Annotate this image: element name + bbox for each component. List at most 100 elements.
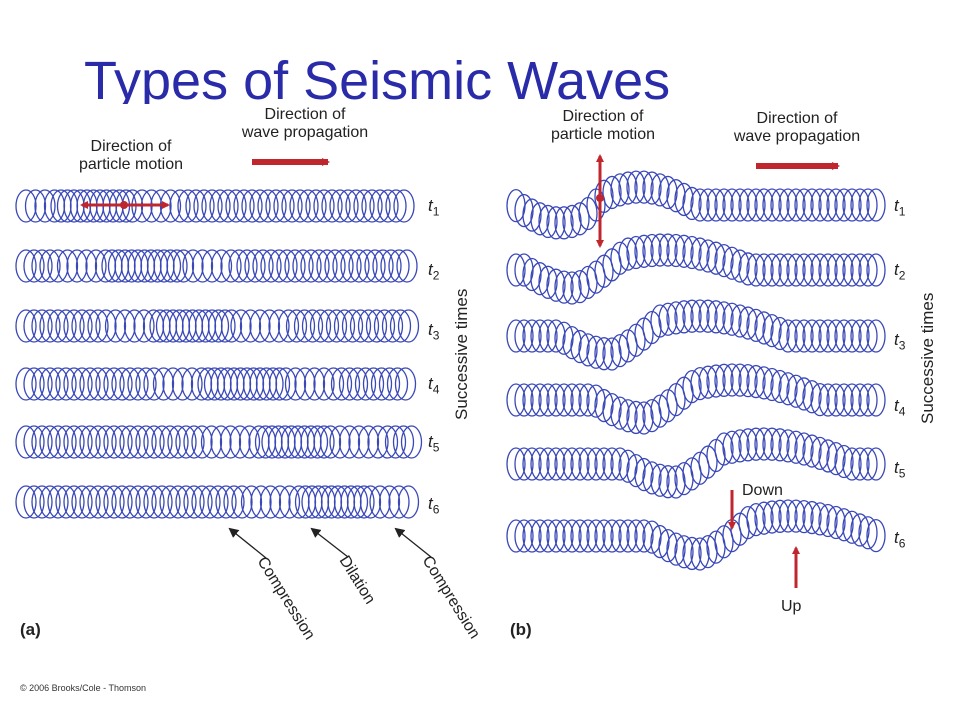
b-coil-loop <box>770 499 790 533</box>
b-coil-loop <box>658 175 678 210</box>
a-coil-row-5 <box>15 425 423 459</box>
a-time-t1-text: t1 <box>428 196 440 219</box>
a-coil-loop <box>354 367 377 401</box>
a-coil-loop <box>285 309 308 343</box>
a-coil-loop <box>365 309 388 343</box>
a-coil-loop <box>249 189 271 223</box>
a-coil-loop <box>167 485 189 519</box>
b-coil-loop <box>794 377 814 411</box>
b-coil-loop <box>618 449 638 483</box>
b-coil-loop <box>570 329 590 364</box>
a-time-axis-label: Successive times <box>452 288 471 420</box>
b-coil-loop <box>738 188 758 222</box>
b-coil-loop <box>674 300 694 334</box>
b-coil-loop <box>706 241 726 275</box>
a-coil-loop <box>207 485 229 519</box>
a-coil-loop <box>177 189 199 223</box>
b-coil-loop <box>666 465 686 499</box>
b-coil-loop <box>730 249 750 283</box>
a-coil-loop <box>159 485 181 519</box>
b-coil-loop <box>850 319 870 353</box>
b-coil-loop <box>810 319 830 353</box>
b-coil-loop <box>530 262 550 296</box>
a-coil-loop <box>353 485 375 519</box>
a-coil-loop <box>171 367 194 401</box>
b-coil-loop <box>834 444 854 479</box>
a-annotation-pointer-2 <box>310 527 349 558</box>
b-coil-loop <box>682 369 702 404</box>
b-coil-loop <box>506 253 526 287</box>
b-coil-loop <box>810 436 830 471</box>
a-coil-loop <box>135 485 157 519</box>
a-coil-loop <box>151 485 173 519</box>
a-coil-loop <box>276 249 298 283</box>
slide-title: Types of Seismic Waves <box>84 51 671 104</box>
a-time-t6: t6 <box>428 494 439 516</box>
a-coil-loop <box>230 309 252 343</box>
a-coil-loop <box>127 485 149 519</box>
b-time-t3: t3 <box>894 330 905 352</box>
b-coil-loop <box>610 447 630 481</box>
b-coil-loop <box>818 319 838 353</box>
a-coil-loop <box>388 249 410 283</box>
a-coil-loop <box>79 309 101 343</box>
a-coil-loop <box>346 485 369 519</box>
b-coil-loop <box>610 396 630 430</box>
a-coil-loop <box>370 367 393 401</box>
b-coil-loop <box>562 204 582 239</box>
b-coil-loop <box>770 369 790 404</box>
b-coil-loop <box>586 335 606 369</box>
a-coil-loop <box>356 249 378 283</box>
a-coil-loop <box>361 189 383 223</box>
b-coil-loop <box>746 503 766 537</box>
a-coil-loop <box>341 309 364 343</box>
a-coil-loop <box>183 485 205 519</box>
a-coil-loop <box>281 189 303 223</box>
b-coil-loop <box>522 319 542 353</box>
a-coil-loop <box>119 367 141 401</box>
b-coil-loop <box>682 186 702 221</box>
b-coil-loop <box>562 447 582 481</box>
b-coil-loop <box>802 380 822 414</box>
b-coil-loop <box>682 235 702 270</box>
a-coil-loop <box>277 309 300 343</box>
a-coil-loop <box>389 309 412 343</box>
b-coil-loop <box>522 383 542 417</box>
a-coil-loop <box>260 249 282 283</box>
b-time-axis-label: Successive times <box>918 292 937 424</box>
a-coil-loop <box>241 189 263 223</box>
b-coil-row-5 <box>506 427 886 499</box>
b-coil-loop <box>858 383 878 417</box>
a-time-t3: t3 <box>428 320 439 342</box>
a-coil-loop <box>364 249 386 283</box>
b-coil-loop <box>514 447 534 481</box>
b-coil-loop <box>650 233 670 267</box>
b-coil-loop <box>858 447 878 481</box>
a-coil-loop <box>329 425 351 459</box>
b-particle-motion-line1: Direction of <box>562 108 644 125</box>
b-coil-loop <box>802 188 822 222</box>
a-coil-loop <box>15 367 37 401</box>
b-coil-loop <box>602 175 622 210</box>
a-coil-loop <box>56 249 79 283</box>
b-coil-loop <box>522 447 542 481</box>
a-coil-loop <box>268 249 290 283</box>
b-coil-loop <box>530 383 550 417</box>
a-coil-loop <box>313 189 335 223</box>
b-coil-loop <box>578 383 598 417</box>
b-coil-loop <box>658 233 678 267</box>
a-coil-loop <box>15 249 37 283</box>
b-coil-loop <box>842 383 862 417</box>
a-coil-loop <box>249 309 271 343</box>
a-coil-loop <box>15 485 37 519</box>
panel-b-label: (b) <box>510 620 532 639</box>
a-coil-loop <box>15 189 37 223</box>
b-coil-loop <box>866 447 886 481</box>
a-coil-loop <box>313 367 335 401</box>
a-coil-loop <box>39 309 61 343</box>
b-coil-loop <box>850 188 870 222</box>
b-coil-loop <box>682 457 702 491</box>
a-coil-loop <box>262 367 284 401</box>
b-coil-loop <box>514 383 534 417</box>
